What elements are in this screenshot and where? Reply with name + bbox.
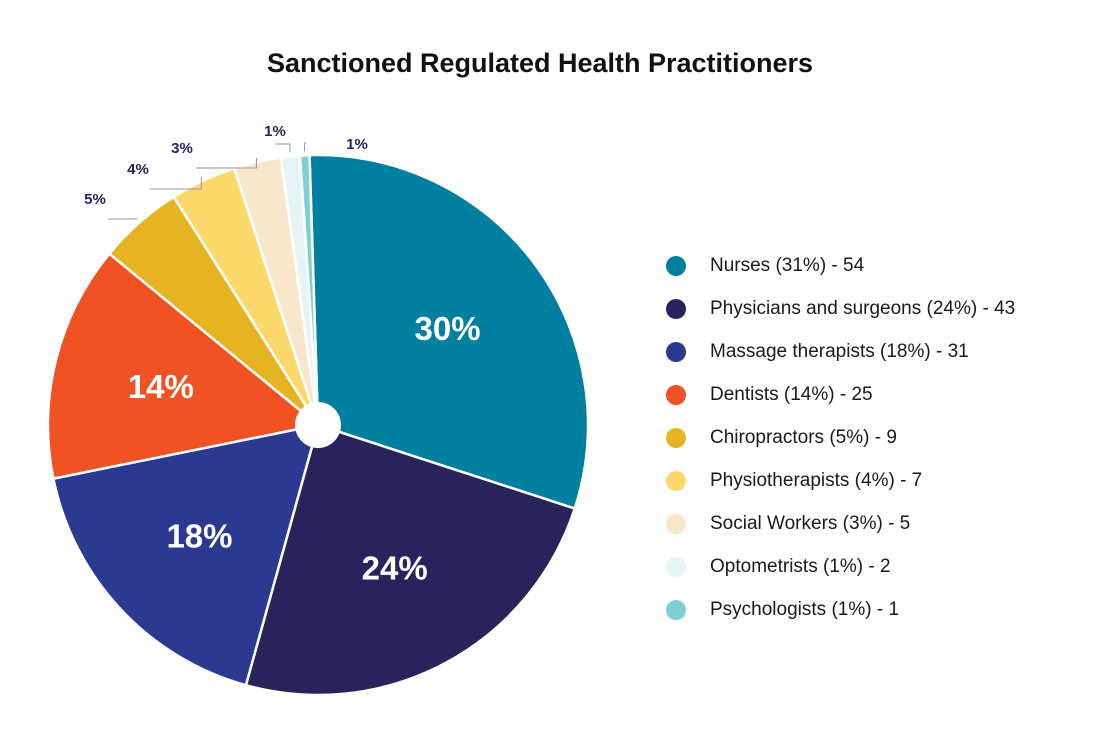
legend-label: Massage therapists (18%) - 31 bbox=[710, 340, 969, 362]
legend-item: Social Workers (3%) - 5 bbox=[666, 502, 1015, 545]
legend-item: Physiotherapists (4%) - 7 bbox=[666, 459, 1015, 502]
slice-percent-callout: 1% bbox=[346, 136, 368, 153]
legend-label: Physiotherapists (4%) - 7 bbox=[710, 469, 923, 491]
slice-percent-callout: 1% bbox=[264, 123, 286, 140]
slice-percent-callout: 3% bbox=[171, 140, 193, 157]
legend-label: Social Workers (3%) - 5 bbox=[710, 512, 911, 534]
legend-item: Physicians and surgeons (24%) - 43 bbox=[666, 287, 1015, 330]
legend-item: Nurses (31%) - 54 bbox=[666, 244, 1015, 287]
pie-slice bbox=[308, 153, 590, 511]
slice-percent-label: 18% bbox=[166, 517, 232, 554]
legend-item: Optometrists (1%) - 2 bbox=[666, 545, 1015, 588]
callout-leader-line bbox=[275, 143, 291, 153]
callout-leader-line bbox=[196, 158, 257, 169]
legend-swatch bbox=[666, 255, 686, 276]
chart-legend: Nurses (31%) - 54 Physicians and surgeons… bbox=[666, 244, 1015, 631]
legend-swatch bbox=[666, 556, 686, 577]
pie-slice bbox=[46, 251, 321, 481]
legend-swatch bbox=[666, 427, 686, 448]
callout-leader-line bbox=[150, 177, 202, 190]
pie-slice bbox=[298, 153, 320, 426]
legend-label: Dentists (14%) - 25 bbox=[710, 383, 873, 405]
slice-percent-label: 30% bbox=[415, 310, 481, 347]
legend-item: Psychologists (1%) - 1 bbox=[666, 588, 1015, 631]
legend-label: Chiropractors (5%) - 9 bbox=[710, 426, 897, 448]
callout-leader-line bbox=[304, 142, 306, 152]
slice-percent-label: 14% bbox=[128, 368, 194, 405]
pie-center-hole bbox=[295, 402, 341, 448]
legend-label: Psychologists (1%) - 1 bbox=[710, 598, 900, 620]
legend-swatch bbox=[666, 298, 686, 319]
pie-slice bbox=[51, 423, 320, 687]
legend-label: Nurses (31%) - 54 bbox=[710, 254, 865, 276]
legend-item: Dentists (14%) - 25 bbox=[666, 373, 1015, 416]
chart-title: Sanctioned Regulated Health Practitioner… bbox=[266, 48, 814, 78]
legend-swatch bbox=[666, 470, 686, 491]
legend-swatch bbox=[666, 341, 686, 362]
legend-label: Physicians and surgeons (24%) - 43 bbox=[710, 297, 1016, 319]
legend-item: Massage therapists (18%) - 31 bbox=[666, 330, 1015, 373]
callout-leader-line bbox=[108, 218, 138, 220]
legend-swatch bbox=[666, 513, 686, 534]
slice-percent-callout: 4% bbox=[127, 161, 149, 178]
legend-label: Optometrists (1%) - 2 bbox=[710, 555, 891, 577]
slice-percent-label: 24% bbox=[362, 550, 428, 587]
legend-swatch bbox=[666, 384, 686, 405]
slice-percent-callout: 5% bbox=[84, 191, 106, 208]
pie-slice bbox=[244, 423, 577, 697]
legend-item: Chiropractors (5%) - 9 bbox=[666, 416, 1015, 459]
legend-swatch bbox=[666, 599, 686, 620]
